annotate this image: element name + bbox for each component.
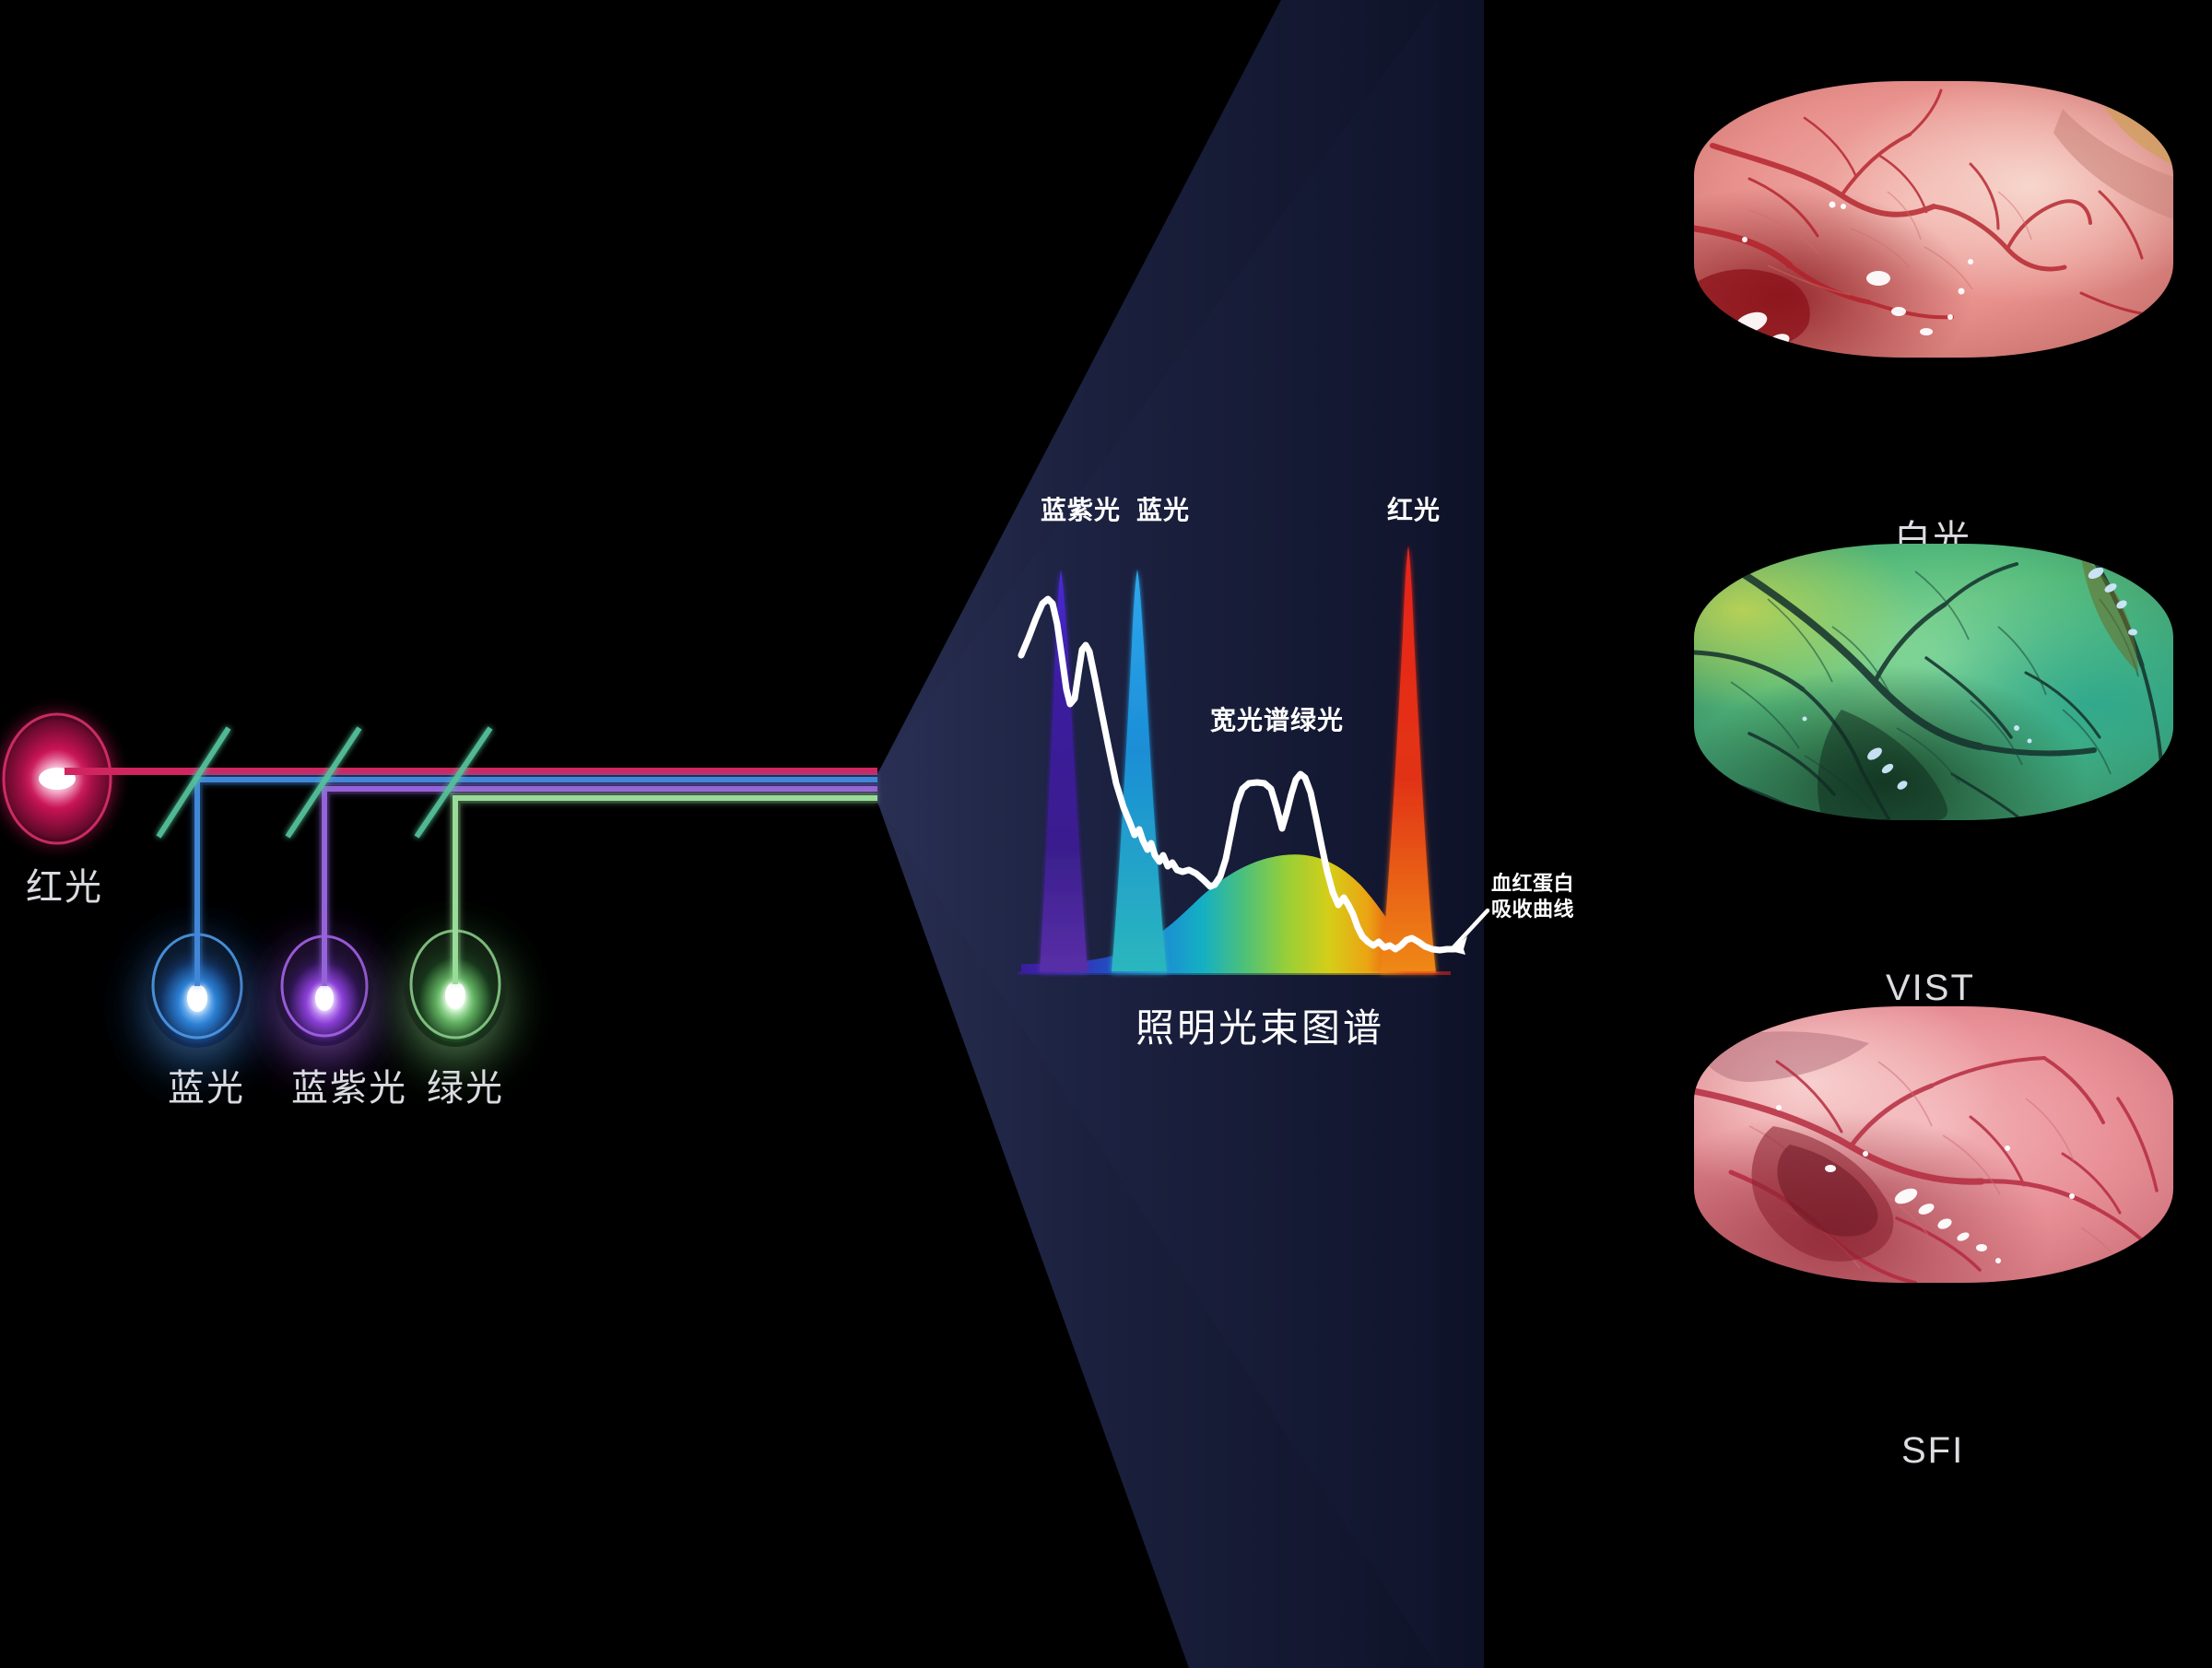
photo-white-light-render	[1694, 81, 2173, 358]
photo-vist-label: VIST	[1886, 968, 1975, 1008]
dichroic-mirror-2	[285, 726, 362, 839]
red-light-source	[0, 694, 133, 863]
broad-green-label: 宽光谱绿光	[1210, 706, 1345, 734]
dichroic-mirror-1	[156, 726, 231, 839]
hemoglobin-leader-arrow	[1451, 908, 1490, 955]
photo-vist-render	[1694, 544, 2173, 820]
violet-source-label: 蓝紫光	[291, 1068, 407, 1109]
photo-white-light	[1694, 81, 2173, 358]
blue-source-label: 蓝光	[168, 1068, 245, 1109]
hemoglobin-absorption-curve	[1018, 595, 1458, 954]
blue-peak-label: 蓝光	[1136, 496, 1191, 524]
red-emission-peak	[1381, 546, 1436, 973]
red-source-label: 红光	[26, 867, 103, 908]
blue-emission-peak	[1112, 570, 1167, 973]
violet-beam	[319, 783, 877, 986]
green-source-label: 绿光	[427, 1068, 504, 1109]
dichroic-mirror-3	[414, 726, 493, 839]
photo-sfi	[1694, 1006, 2173, 1283]
violet-emission-peak	[1040, 570, 1088, 973]
spectrum-baseline	[1018, 971, 1451, 975]
violet-peak-label: 蓝紫光	[1041, 496, 1122, 524]
green-beam	[450, 793, 877, 984]
light-cone-core	[877, 0, 1484, 1668]
hemoglobin-curve-label: 血红蛋白 吸收曲线	[1491, 871, 1574, 922]
photo-vist	[1694, 544, 2173, 820]
photo-sfi-render	[1694, 1006, 2173, 1283]
hemoglobin-curve-label-line1: 血红蛋白 吸收曲线	[1491, 872, 1575, 921]
photo-sfi-label: SFI	[1901, 1430, 1965, 1471]
spectrum-base-band	[1021, 854, 1443, 973]
red-peak-label: 红光	[1387, 496, 1441, 524]
spectrum-chart-title: 照明光束图谱	[1135, 1006, 1385, 1050]
